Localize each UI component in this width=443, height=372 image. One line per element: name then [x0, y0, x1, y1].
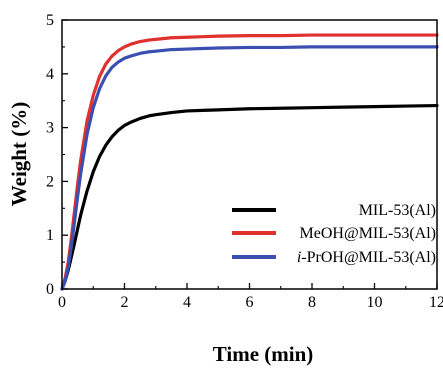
- legend-label-meoh: MeOH@MIL-53(Al): [300, 225, 436, 242]
- series-line-iproh: [60, 45, 439, 291]
- legend-label-meoh-text: MeOH@MIL-53(Al): [300, 225, 436, 242]
- x-tick-label-12: 12: [429, 294, 443, 311]
- x-tick-label-2: 2: [121, 294, 129, 311]
- y-axis-title: Weight (%): [7, 102, 31, 206]
- x-tick-label-0: 0: [58, 294, 66, 311]
- series-line-mil-53: [60, 103, 439, 291]
- legend-label-mil-53: MIL-53(Al): [359, 202, 436, 219]
- legend-label-iproh: i-PrOH@MIL-53(Al): [297, 249, 436, 266]
- legend-label-iproh-italic: i: [297, 249, 301, 266]
- series-curves: [60, 33, 439, 291]
- y-tick-label-1: 1: [46, 227, 54, 244]
- y-tick-label-2: 2: [46, 173, 54, 190]
- legend-label-iproh-text: -PrOH@MIL-53(Al): [301, 249, 436, 266]
- y-tick-label-3: 3: [46, 120, 54, 137]
- x-axis-title: Time (min): [213, 342, 314, 366]
- x-tick-label-8: 8: [308, 294, 316, 311]
- legend: MIL-53(Al) MeOH@MIL-53(Al) i-PrOH@MIL-53…: [232, 202, 436, 266]
- x-tick-label-4: 4: [183, 294, 191, 311]
- y-tick-label-0: 0: [46, 281, 54, 298]
- x-tick-label-10: 10: [367, 294, 383, 311]
- x-tick-label-6: 6: [246, 294, 254, 311]
- plot-frame: [61, 19, 438, 290]
- y-tick-label-4: 4: [46, 66, 54, 83]
- y-tick-label-5: 5: [46, 12, 54, 29]
